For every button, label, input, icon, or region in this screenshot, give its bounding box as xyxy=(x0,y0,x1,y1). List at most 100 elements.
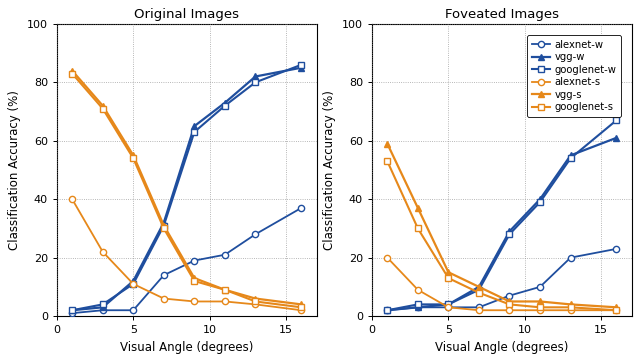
X-axis label: Visual Angle (degrees): Visual Angle (degrees) xyxy=(435,341,568,354)
vgg-s xyxy=(68,68,76,73)
Line: alexnet-w: alexnet-w xyxy=(384,246,620,313)
vgg-s xyxy=(160,223,168,228)
vgg-w xyxy=(99,305,107,310)
alexnet-s xyxy=(99,250,107,254)
googlenet-w xyxy=(252,80,259,84)
googlenet-s xyxy=(298,305,305,310)
vgg-w xyxy=(221,101,228,105)
vgg-w xyxy=(252,74,259,79)
googlenet-w xyxy=(475,288,483,292)
googlenet-w xyxy=(612,118,620,122)
alexnet-w xyxy=(475,305,483,310)
googlenet-w xyxy=(567,156,575,160)
alexnet-s xyxy=(414,288,422,292)
googlenet-s xyxy=(252,299,259,304)
alexnet-s xyxy=(567,308,575,312)
alexnet-s xyxy=(475,308,483,312)
vgg-w xyxy=(445,302,452,307)
googlenet-s xyxy=(567,305,575,310)
vgg-s xyxy=(445,270,452,274)
Line: vgg-w: vgg-w xyxy=(384,134,620,314)
alexnet-s xyxy=(191,299,198,304)
googlenet-s xyxy=(191,279,198,283)
alexnet-s xyxy=(383,256,391,260)
Line: vgg-s: vgg-s xyxy=(68,67,305,308)
googlenet-s xyxy=(475,291,483,295)
Line: alexnet-s: alexnet-s xyxy=(69,196,305,313)
vgg-w xyxy=(475,285,483,289)
alexnet-w xyxy=(445,305,452,310)
vgg-s xyxy=(221,288,228,292)
alexnet-w xyxy=(536,285,544,289)
vgg-s xyxy=(475,285,483,289)
vgg-w xyxy=(191,124,198,128)
googlenet-s xyxy=(129,156,137,160)
alexnet-w xyxy=(191,258,198,263)
alexnet-w xyxy=(221,253,228,257)
vgg-w xyxy=(567,153,575,157)
googlenet-w xyxy=(129,282,137,286)
googlenet-s xyxy=(536,305,544,310)
alexnet-s xyxy=(506,308,513,312)
X-axis label: Visual Angle (degrees): Visual Angle (degrees) xyxy=(120,341,253,354)
vgg-s xyxy=(383,142,391,146)
alexnet-s xyxy=(536,308,544,312)
googlenet-s xyxy=(221,288,228,292)
alexnet-w xyxy=(68,311,76,315)
Line: googlenet-w: googlenet-w xyxy=(69,62,305,313)
Y-axis label: Classification Accuracy (%): Classification Accuracy (%) xyxy=(323,90,337,250)
alexnet-w xyxy=(383,308,391,312)
Line: alexnet-s: alexnet-s xyxy=(384,254,620,313)
alexnet-s xyxy=(612,308,620,312)
vgg-s xyxy=(567,302,575,307)
googlenet-s xyxy=(160,226,168,231)
vgg-s xyxy=(129,153,137,157)
vgg-w xyxy=(298,66,305,70)
googlenet-w xyxy=(536,200,544,204)
googlenet-w xyxy=(68,308,76,312)
alexnet-w xyxy=(99,308,107,312)
googlenet-w xyxy=(221,104,228,108)
vgg-s xyxy=(414,206,422,210)
vgg-w xyxy=(160,220,168,225)
Title: Original Images: Original Images xyxy=(134,8,239,21)
vgg-s xyxy=(191,276,198,280)
Y-axis label: Classification Accuracy (%): Classification Accuracy (%) xyxy=(8,90,21,250)
Legend: alexnet-w, vgg-w, googlenet-w, alexnet-s, vgg-s, googlenet-s: alexnet-w, vgg-w, googlenet-w, alexnet-s… xyxy=(527,35,621,117)
alexnet-s xyxy=(221,299,228,304)
alexnet-w xyxy=(414,305,422,310)
googlenet-w xyxy=(383,308,391,312)
alexnet-s xyxy=(252,302,259,307)
alexnet-w xyxy=(160,273,168,277)
alexnet-w xyxy=(298,206,305,210)
googlenet-s xyxy=(99,106,107,111)
googlenet-s xyxy=(68,71,76,76)
vgg-w xyxy=(129,279,137,283)
Line: googlenet-w: googlenet-w xyxy=(384,117,620,313)
vgg-w xyxy=(506,229,513,233)
vgg-s xyxy=(536,299,544,304)
alexnet-s xyxy=(445,305,452,310)
googlenet-s xyxy=(612,308,620,312)
googlenet-w xyxy=(99,302,107,307)
vgg-s xyxy=(252,296,259,301)
Title: Foveated Images: Foveated Images xyxy=(445,8,559,21)
googlenet-s xyxy=(445,276,452,280)
googlenet-s xyxy=(414,226,422,231)
Line: vgg-s: vgg-s xyxy=(384,140,620,311)
vgg-w xyxy=(536,197,544,201)
vgg-s xyxy=(298,302,305,307)
vgg-w xyxy=(414,305,422,310)
googlenet-s xyxy=(383,159,391,163)
alexnet-w xyxy=(129,308,137,312)
Line: googlenet-s: googlenet-s xyxy=(69,71,305,311)
googlenet-w xyxy=(506,232,513,236)
alexnet-s xyxy=(129,282,137,286)
alexnet-w xyxy=(567,256,575,260)
vgg-w xyxy=(383,308,391,312)
Line: vgg-w: vgg-w xyxy=(68,64,305,314)
alexnet-s xyxy=(68,197,76,201)
vgg-s xyxy=(506,299,513,304)
googlenet-w xyxy=(298,63,305,67)
vgg-s xyxy=(612,305,620,310)
